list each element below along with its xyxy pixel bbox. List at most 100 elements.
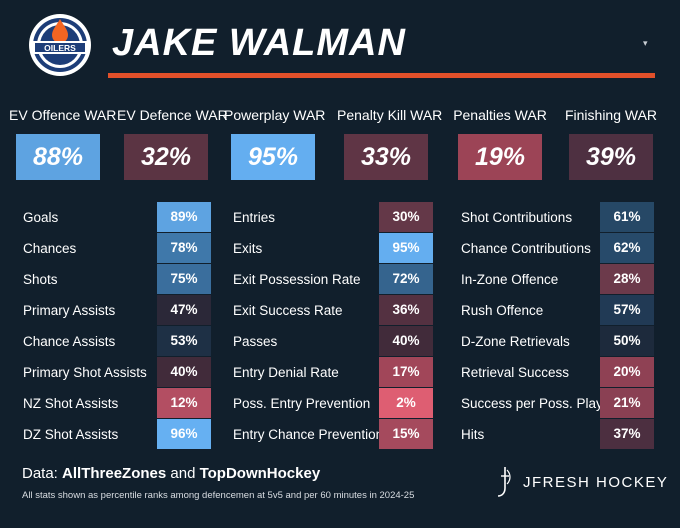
stat-value: 53% [157, 326, 211, 356]
stat-value: 78% [157, 233, 211, 263]
stat-row: Chance Assists 53% [23, 326, 213, 357]
stat-row: Shots 75% [23, 264, 213, 295]
stat-label: Entry Chance Prevention [233, 427, 384, 442]
war-label: EV Defence WAR [117, 107, 228, 123]
stat-label: Passes [233, 334, 278, 349]
stat-row: In-Zone Offence 28% [461, 264, 656, 295]
stat-value: 12% [157, 388, 211, 418]
stat-row: Success per Poss. Play 21% [461, 388, 656, 419]
stat-row: Primary Assists 47% [23, 295, 213, 326]
player-name: JAKE WALMAN [112, 22, 406, 64]
war-finishing: Finishing WAR 39% [562, 106, 660, 180]
stat-row: Poss. Entry Prevention 2% [233, 388, 435, 419]
stat-row: NZ Shot Assists 12% [23, 388, 213, 419]
stat-row: Chances 78% [23, 233, 213, 264]
stat-row: Entry Chance Prevention 15% [233, 419, 435, 450]
stat-value: 50% [600, 326, 654, 356]
stat-row: D-Zone Retrievals 50% [461, 326, 656, 357]
stat-row: Entries 30% [233, 202, 435, 233]
war-label: Powerplay WAR [224, 107, 326, 123]
stat-label: Hits [461, 427, 485, 442]
stat-value: 20% [600, 357, 654, 387]
stat-value: 21% [600, 388, 654, 418]
stat-label: Primary Assists [23, 303, 116, 318]
stat-value: 37% [600, 419, 654, 449]
stat-value: 72% [379, 264, 433, 294]
stat-row: Retrieval Success 20% [461, 357, 656, 388]
stat-row: Shot Contributions 61% [461, 202, 656, 233]
war-label: Finishing WAR [564, 107, 658, 123]
stat-value: 36% [379, 295, 433, 325]
stat-value: 47% [157, 295, 211, 325]
stat-column-offence: Goals 89% Chances 78% Shots 75% Primary Ass… [23, 202, 213, 450]
stat-label: In-Zone Offence [461, 272, 559, 287]
war-value: 95% [231, 134, 315, 180]
stat-row: Chance Contributions 62% [461, 233, 656, 264]
logo-wordmark: OILERS [44, 43, 76, 53]
chevron-down-icon[interactable]: ▾ [643, 38, 648, 48]
stat-value: 30% [379, 202, 433, 232]
stat-row: Goals 89% [23, 202, 213, 233]
stat-label: Primary Shot Assists [23, 365, 147, 380]
brand-name: JFRESH HOCKEY [523, 473, 669, 491]
stat-label: Rush Offence [461, 303, 544, 318]
stat-label: NZ Shot Assists [23, 396, 119, 411]
war-label: Penalties WAR [453, 107, 547, 123]
stat-label: Entry Denial Rate [233, 365, 339, 380]
stat-value: 2% [379, 388, 433, 418]
stat-row: Exits 95% [233, 233, 435, 264]
stat-value: 40% [379, 326, 433, 356]
stat-row: DZ Shot Assists 96% [23, 419, 213, 450]
war-value: 33% [344, 134, 428, 180]
war-value: 19% [458, 134, 542, 180]
source-allthreezones: AllThreeZones [62, 465, 167, 482]
source-topdownhockey: TopDownHockey [199, 465, 321, 482]
stat-label: Shot Contributions [461, 210, 573, 225]
stat-value: 40% [157, 357, 211, 387]
stat-value: 62% [600, 233, 654, 263]
stat-value: 61% [600, 202, 654, 232]
brand: JFRESH HOCKEY [493, 466, 668, 498]
source-prefix: Data: [22, 465, 63, 482]
stat-value: 75% [157, 264, 211, 294]
stat-value: 95% [379, 233, 433, 263]
stat-value: 89% [157, 202, 211, 232]
stat-label: Chance Contributions [461, 241, 591, 256]
stat-row: Rush Offence 57% [461, 295, 656, 326]
stat-label: DZ Shot Assists [23, 427, 119, 442]
war-penalty-kill: Penalty Kill WAR 33% [337, 106, 443, 180]
stat-label: Chances [23, 241, 77, 256]
stat-value: 17% [379, 357, 433, 387]
stat-label: Entries [233, 210, 276, 225]
stat-row: Exit Success Rate 36% [233, 295, 435, 326]
hockey-stick-icon [497, 467, 511, 497]
stat-row: Hits 37% [461, 419, 656, 450]
stat-value: 15% [379, 419, 433, 449]
header-divider [108, 73, 655, 78]
stat-label: Exit Success Rate [233, 303, 343, 318]
war-value: 39% [569, 134, 653, 180]
stat-value: 96% [157, 419, 211, 449]
stat-label: Chance Assists [23, 334, 116, 349]
stat-label: Poss. Entry Prevention [233, 396, 371, 411]
stat-value: 28% [600, 264, 654, 294]
data-source: Data: AllThreeZones and TopDownHockey [22, 465, 320, 482]
stat-row: Passes 40% [233, 326, 435, 357]
stat-label: Shots [23, 272, 58, 287]
oilers-logo: OILERS [29, 14, 91, 76]
stat-label: Exits [233, 241, 263, 256]
stat-label: Exit Possession Rate [233, 272, 361, 287]
stat-label: Retrieval Success [461, 365, 570, 380]
war-value: 88% [16, 134, 100, 180]
war-label: EV Offence WAR [9, 107, 117, 123]
war-penalties: Penalties WAR 19% [451, 106, 549, 180]
war-powerplay: Powerplay WAR 95% [224, 106, 326, 180]
war-label: Penalty Kill WAR [337, 107, 443, 123]
stat-column-contributions: Shot Contributions 61% Chance Contributio… [461, 202, 656, 450]
stat-row: Exit Possession Rate 72% [233, 264, 435, 295]
war-value: 32% [124, 134, 208, 180]
stat-label: Success per Poss. Play [461, 396, 603, 411]
stat-column-transition: Entries 30% Exits 95% Exit Possession Rate… [233, 202, 435, 450]
stat-label: D-Zone Retrievals [461, 334, 570, 349]
